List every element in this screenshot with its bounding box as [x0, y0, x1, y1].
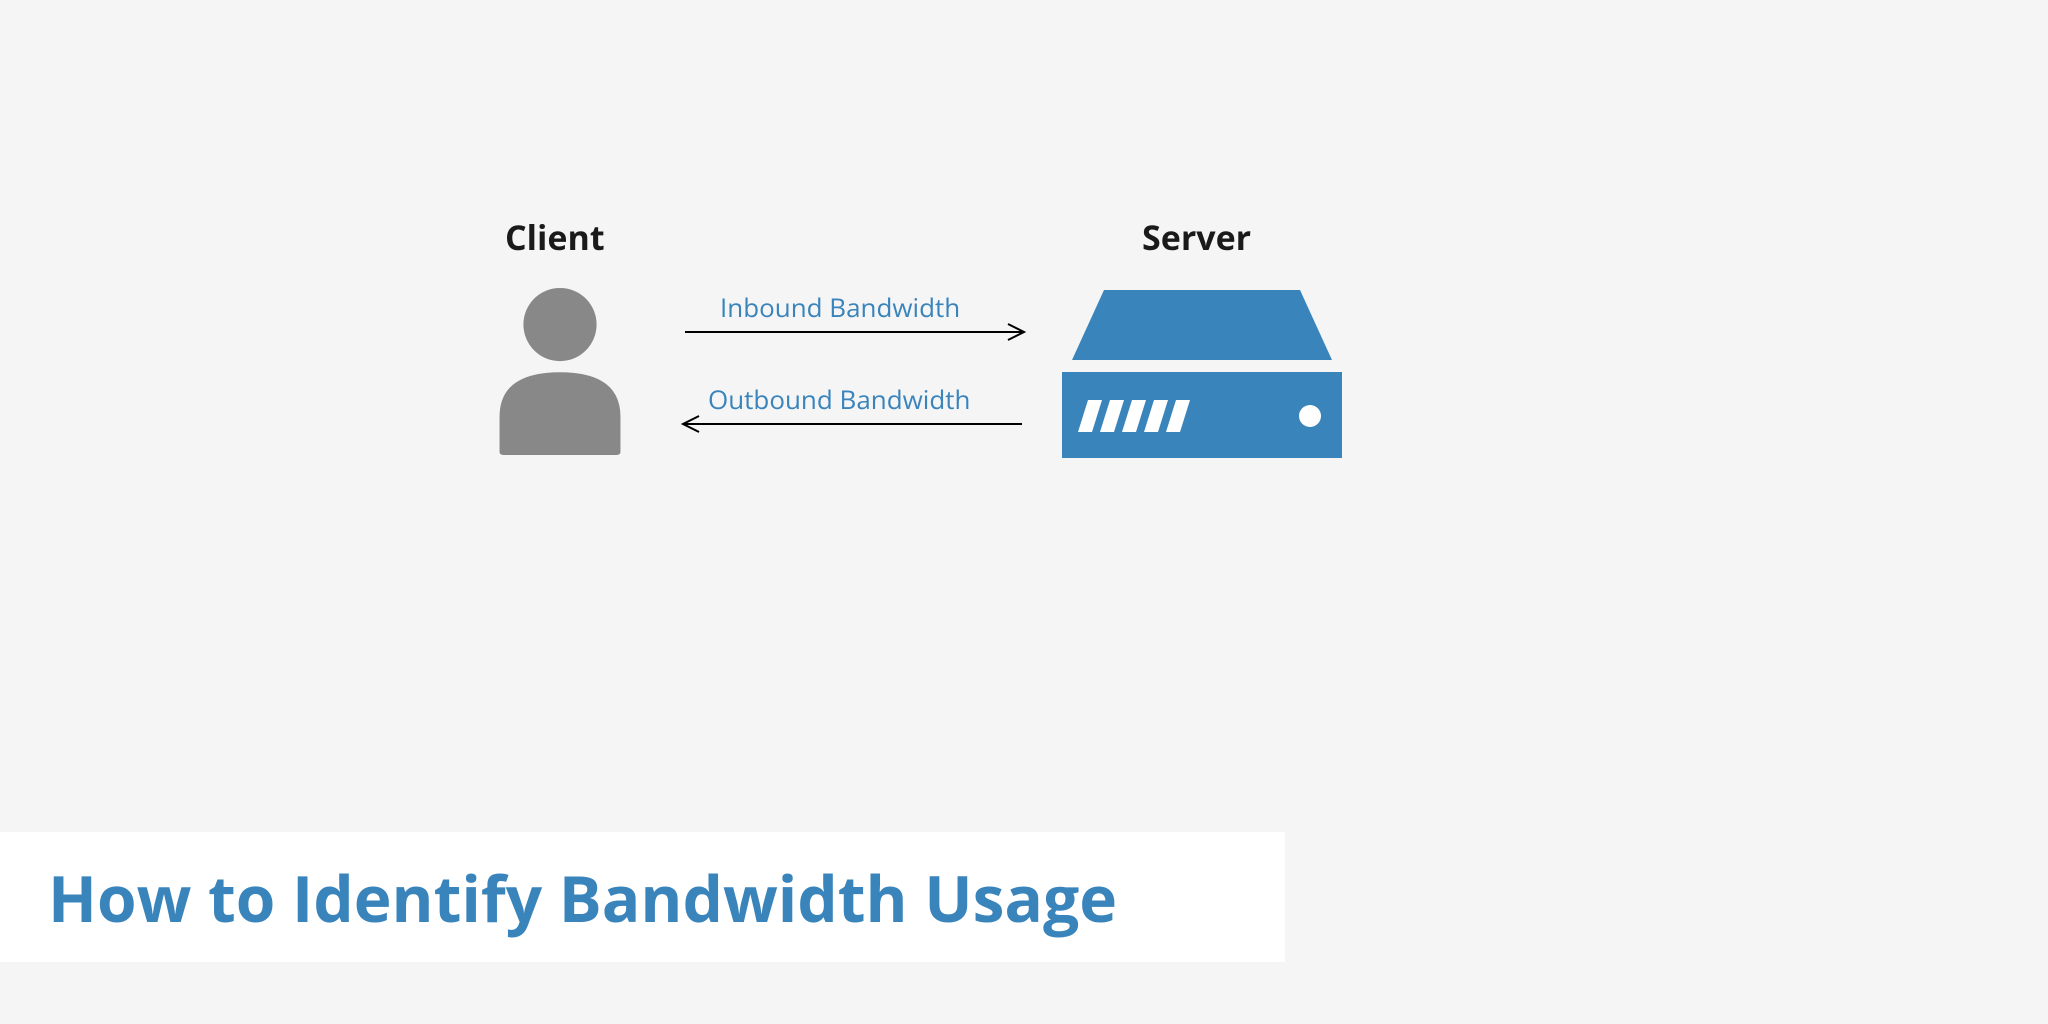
client-label: Client: [505, 214, 605, 260]
title-banner: How to Identify Bandwidth Usage: [0, 832, 1285, 962]
client-person-icon: [480, 280, 640, 455]
diagram-canvas: Client Server Inbound Band: [0, 0, 2048, 1024]
outbound-arrow: [671, 409, 1036, 439]
server-label: Server: [1142, 214, 1251, 260]
title-text: How to Identify Bandwidth Usage: [48, 854, 1117, 941]
inbound-arrow: [671, 317, 1036, 347]
server-rack-icon: [1062, 290, 1342, 458]
